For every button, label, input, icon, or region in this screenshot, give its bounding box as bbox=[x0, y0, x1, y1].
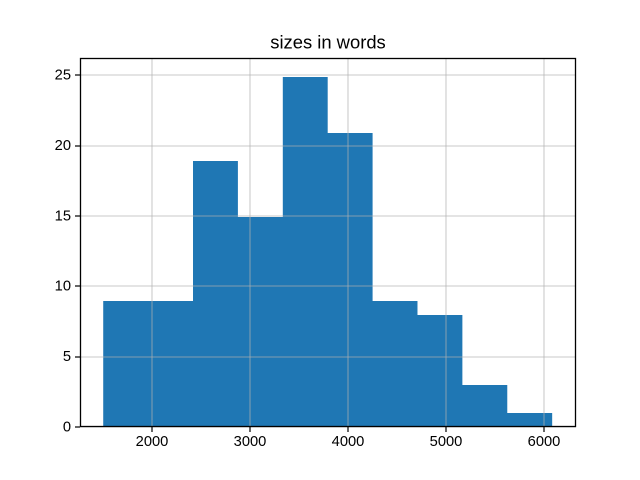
svg-text:3000: 3000 bbox=[234, 434, 267, 450]
svg-text:5: 5 bbox=[63, 349, 71, 365]
svg-text:20: 20 bbox=[55, 138, 71, 154]
svg-text:6000: 6000 bbox=[528, 434, 561, 450]
svg-text:0: 0 bbox=[63, 420, 71, 436]
svg-text:10: 10 bbox=[55, 279, 71, 295]
svg-text:25: 25 bbox=[55, 68, 71, 84]
svg-text:15: 15 bbox=[55, 209, 71, 225]
svg-text:2000: 2000 bbox=[136, 434, 169, 450]
svg-text:4000: 4000 bbox=[332, 434, 365, 450]
svg-text:5000: 5000 bbox=[430, 434, 463, 450]
svg-text:sizes in words: sizes in words bbox=[270, 32, 386, 53]
